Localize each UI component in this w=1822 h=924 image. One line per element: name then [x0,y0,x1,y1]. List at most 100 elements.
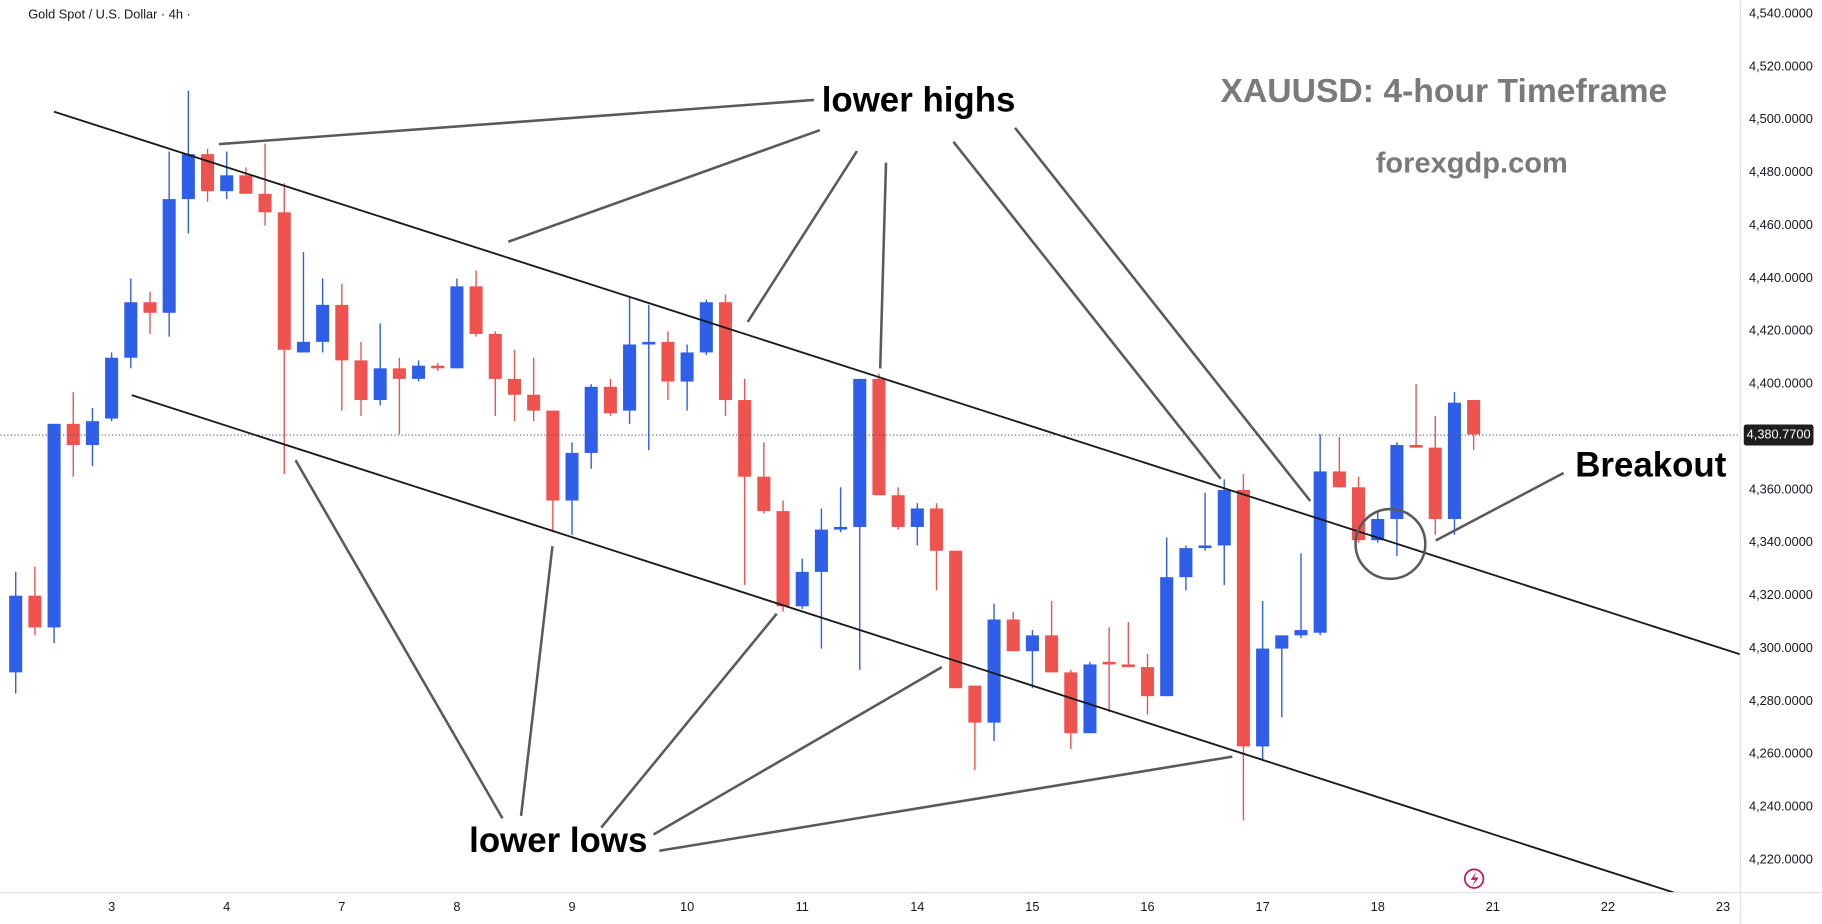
pointer-lines [218,98,1565,853]
candle-body [181,154,195,200]
pointer-line [746,150,859,323]
pointer-line [659,755,1233,853]
candle-body [757,476,771,512]
annotation: Breakout [1575,445,1726,484]
chart-subtitle: forexgdp.com [1376,148,1568,180]
x-tick-label: 3 [108,899,115,914]
candle-body [105,357,119,419]
x-tick-label: 15 [1025,899,1039,914]
x-tick-label: 11 [796,899,809,914]
candle-body [929,508,944,551]
y-tick-label: 4,220.0000 [1749,851,1813,866]
x-tick-label: 7 [338,899,345,914]
candle-body [1371,519,1385,541]
y-tick-label: 4,400.0000 [1749,376,1813,391]
candle-body [1390,444,1404,520]
candle-body [603,386,617,414]
candle-body [431,365,445,369]
candle-body [239,175,253,194]
candle-body [488,333,502,379]
candle-body [872,378,886,496]
candle-body [949,550,963,689]
candle-body [373,368,387,401]
candle-body [738,400,752,477]
x-tick-label: 22 [1601,899,1615,914]
annotation: lower highs [822,80,1016,119]
y-tick-label: 4,320.0000 [1749,587,1813,602]
candle-body [296,341,310,353]
candle-body [546,410,560,501]
candle-body [968,685,982,723]
pointer-line [218,98,815,146]
candle-body [1428,447,1442,520]
candle-body [335,304,349,361]
candle-body [1179,548,1193,578]
candle-body [584,386,598,453]
candle-body [1025,635,1039,652]
candle-body [718,302,733,401]
candle-body [1294,630,1308,636]
candle-body [1352,487,1366,541]
candle-body [1409,444,1423,448]
trend-channel [53,110,1741,894]
candle-body [9,595,23,673]
candle-body [1102,661,1116,665]
candle-body [891,495,905,527]
candle-body [1217,489,1231,546]
pointer-line [519,546,554,817]
candle-body [527,394,541,411]
y-tick-label: 4,240.0000 [1749,799,1813,814]
candle-body [1121,664,1135,668]
candle-body [1083,664,1097,734]
pointer-line [952,141,1222,480]
candle-body [1140,667,1155,697]
y-tick-label: 4,260.0000 [1749,746,1813,761]
y-tick-label: 4,480.0000 [1749,164,1813,179]
candle-body [642,341,656,345]
candle-body [1447,402,1461,520]
candle-body [412,365,426,379]
candle-body [258,193,272,213]
candle-body [1275,635,1289,649]
x-tick-label: 9 [568,899,575,914]
candle-body [1256,648,1270,747]
annotation: lower lows [469,821,647,860]
symbol-label: Gold Spot / U.S. Dollar · 4h · [28,6,190,21]
candle-body [699,302,713,353]
chart-title: XAUUSD: 4-hour Timeframe [1221,72,1668,110]
candle-body [853,378,867,527]
candle-body [201,154,215,192]
candle-body [316,304,330,342]
lower-channel-line [131,394,1675,894]
candle-body [834,526,848,530]
candle-body [85,421,99,445]
upper-channel-line [53,110,1741,656]
pointer-line [294,459,504,819]
candle-body [450,286,464,369]
y-tick-label: 4,500.0000 [1749,111,1813,126]
candle-body [1467,400,1481,435]
candle-body [143,302,157,313]
candle-body [661,341,675,382]
candle-body [124,302,138,358]
last-price-box [1743,424,1814,446]
candle-body [66,423,80,445]
candle-body [565,452,579,501]
candle-body [1064,672,1078,734]
candle-body [220,175,234,192]
candles [9,90,1481,821]
candle-body [910,508,924,527]
candle-body [277,212,291,350]
candle-body [1160,577,1174,697]
pointer-line [652,666,943,836]
x-tick-label: 10 [680,899,694,914]
x-tick-label: 8 [453,899,460,914]
candle-body [680,352,694,382]
y-tick-label: 4,420.0000 [1749,323,1813,338]
y-tick-label: 4,540.0000 [1749,5,1813,20]
y-tick-label: 4,340.0000 [1749,534,1813,549]
pointer-line [1435,471,1565,542]
pointer-line [878,162,888,369]
candle-body [392,368,406,379]
